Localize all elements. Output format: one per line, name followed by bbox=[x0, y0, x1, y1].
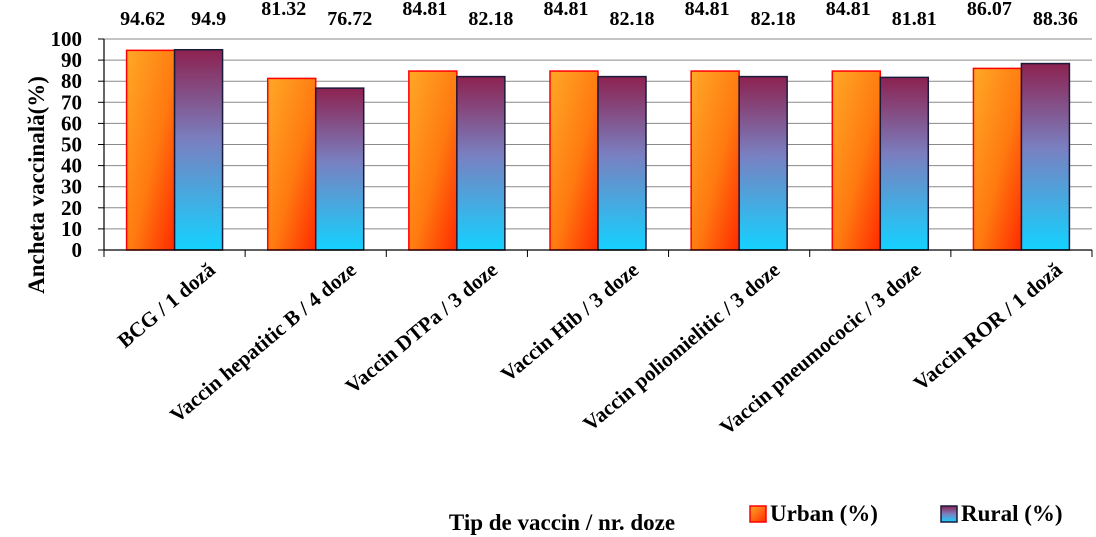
data-labels: 94.62 94.9 81.32 76.72 84.81 82.18 84.81 82.18 8… bbox=[120, 0, 1078, 30]
legend: Urban (%) Rural (%) bbox=[749, 501, 1063, 526]
bar-rural bbox=[879, 76, 930, 251]
bar-urban bbox=[549, 70, 599, 251]
data-label-rural: 82.18 bbox=[610, 8, 655, 30]
data-label-urban: 84.81 bbox=[685, 0, 730, 20]
bar-urban bbox=[408, 70, 458, 251]
legend-swatch-rural bbox=[940, 505, 958, 523]
x-category-label: Vaccin Hib / 3 doze bbox=[496, 257, 643, 386]
data-label-urban: 84.81 bbox=[826, 0, 871, 20]
y-tick-label: 90 bbox=[61, 48, 82, 72]
legend-label-rural: Rural (%) bbox=[961, 501, 1063, 526]
x-category-label: BCG / 1 doză bbox=[113, 257, 220, 353]
y-tick-label: 10 bbox=[61, 217, 82, 241]
y-tick-label: 60 bbox=[61, 111, 82, 135]
bar-rural bbox=[738, 75, 788, 251]
bar-urban bbox=[690, 70, 740, 251]
bar-rural bbox=[314, 87, 365, 251]
bar-urban bbox=[831, 70, 882, 251]
x-category-label: Vaccin ROR / 1 doză bbox=[909, 257, 1067, 395]
bar-rural bbox=[1020, 62, 1071, 251]
data-label-rural: 88.36 bbox=[1033, 8, 1078, 30]
bar-rural bbox=[173, 49, 224, 251]
legend-swatch-urban bbox=[749, 505, 767, 523]
bar-urban bbox=[972, 67, 1023, 251]
x-category-label: Vaccin DTPa / 3 doze bbox=[341, 257, 502, 398]
bar-urban bbox=[266, 77, 317, 251]
bars bbox=[125, 49, 1071, 251]
data-label-rural: 94.9 bbox=[191, 8, 226, 30]
data-label-urban: 86.07 bbox=[967, 0, 1012, 20]
y-tick-label: 70 bbox=[61, 90, 82, 114]
y-tick-label: 100 bbox=[51, 27, 83, 51]
legend-label-urban: Urban (%) bbox=[770, 501, 878, 526]
y-tick-label: 20 bbox=[61, 196, 82, 220]
data-label-urban: 84.81 bbox=[544, 0, 589, 20]
bar-rural bbox=[597, 75, 647, 251]
data-label-urban: 81.32 bbox=[261, 0, 306, 20]
data-label-rural: 82.18 bbox=[751, 8, 796, 30]
y-axis-title: Ancheta vaccinală(%) bbox=[24, 76, 49, 294]
data-label-rural: 81.81 bbox=[892, 8, 937, 30]
data-label-urban: 84.81 bbox=[402, 0, 447, 20]
data-label-rural: 82.18 bbox=[468, 8, 513, 30]
data-label-urban: 94.62 bbox=[120, 8, 165, 30]
y-tick-label: 40 bbox=[61, 154, 82, 178]
y-tick-label: 80 bbox=[61, 69, 82, 93]
data-label-rural: 76.72 bbox=[327, 8, 372, 30]
bar-urban bbox=[125, 49, 176, 251]
y-tick-label: 30 bbox=[61, 175, 82, 199]
y-tick-label: 50 bbox=[61, 133, 82, 157]
bar-rural bbox=[456, 75, 506, 251]
y-tick-label: 0 bbox=[72, 238, 83, 262]
x-axis-title: Tip de vaccin / nr. doze bbox=[449, 510, 675, 535]
